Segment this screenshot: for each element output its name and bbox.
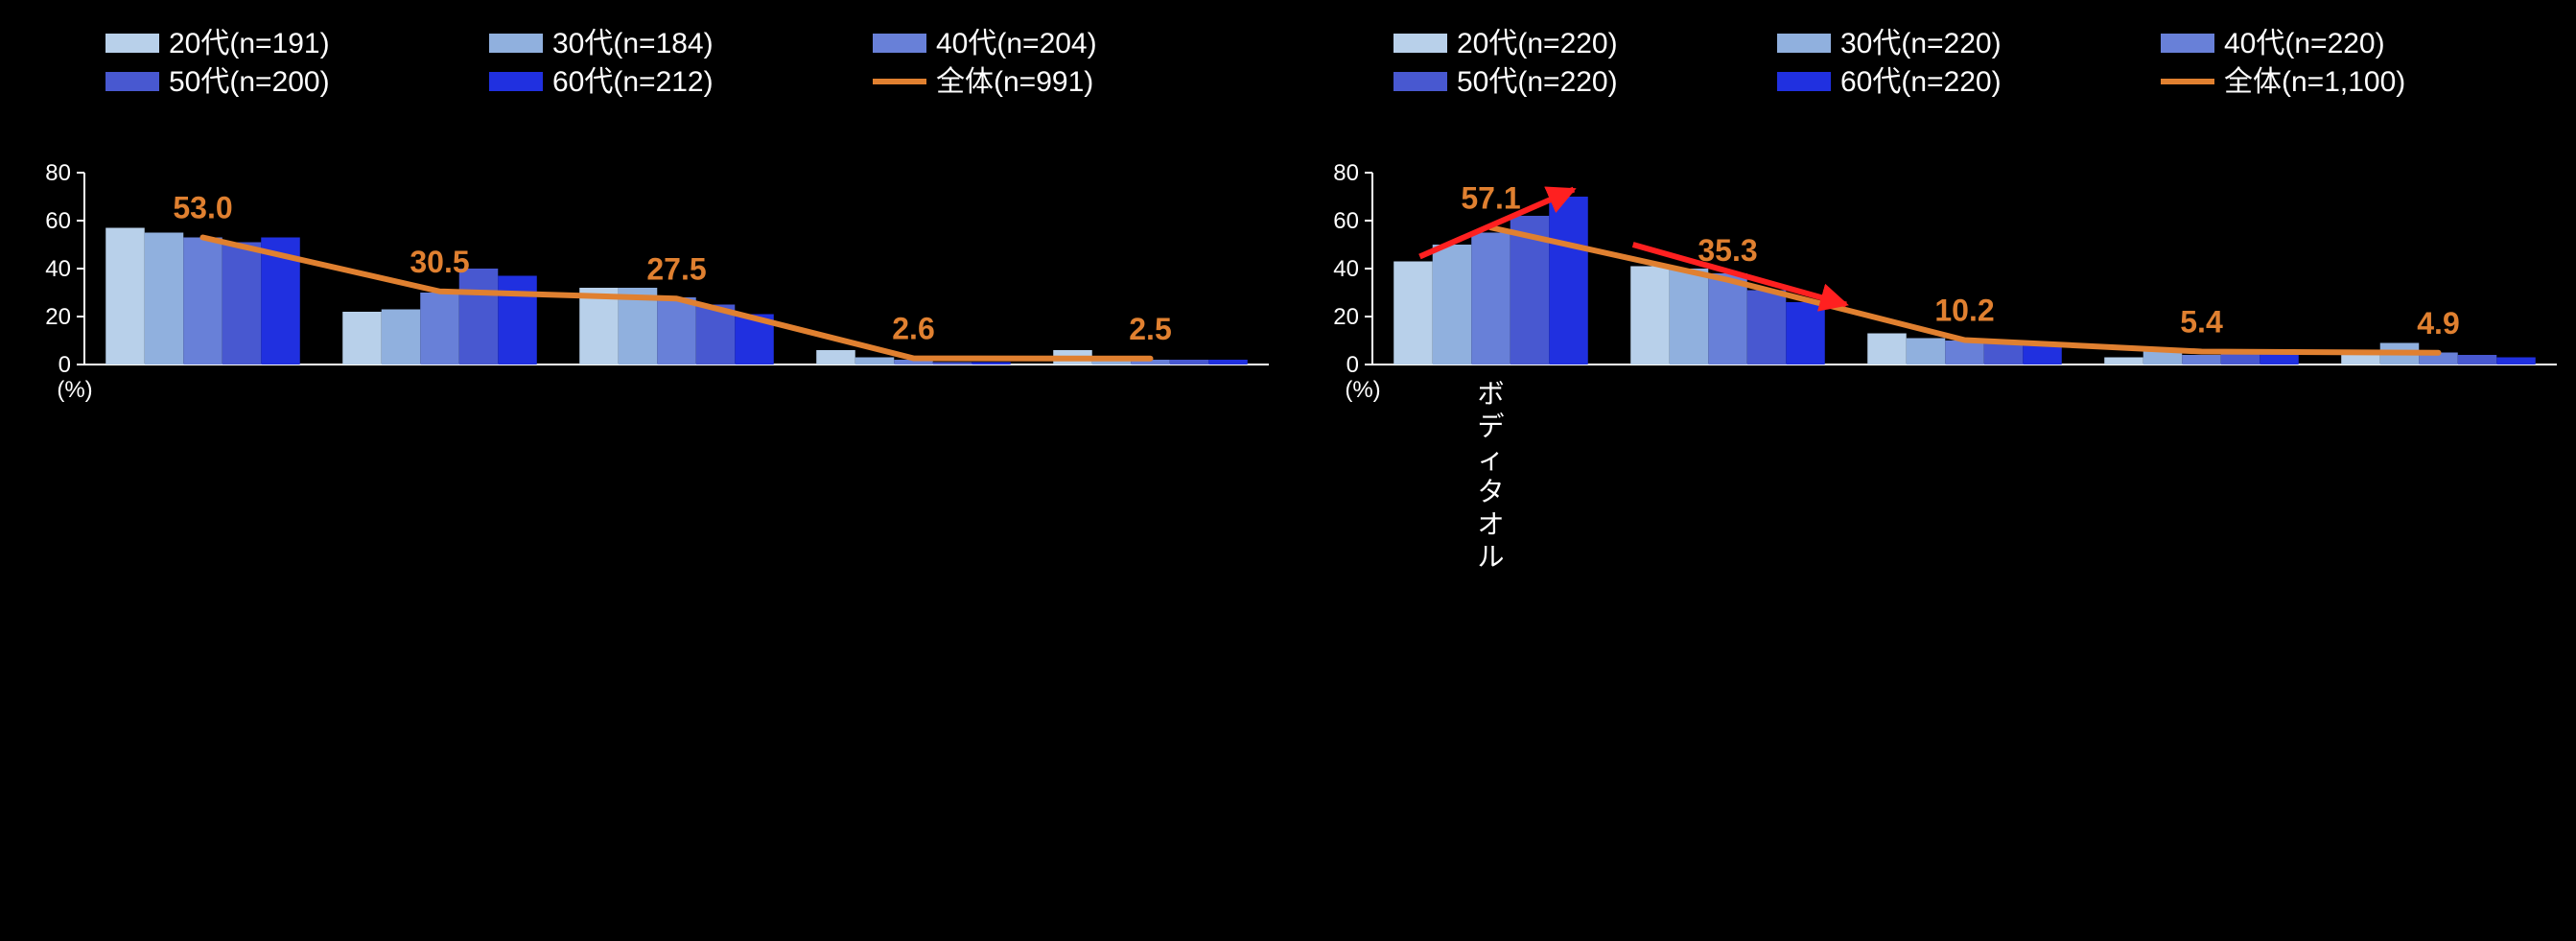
y-tick-label: 0 xyxy=(59,352,71,378)
bar xyxy=(1708,273,1747,365)
bar xyxy=(1630,267,1670,365)
bar xyxy=(1471,233,1510,365)
value-label: 4.9 xyxy=(2417,306,2459,341)
bar xyxy=(2458,355,2497,365)
value-label: 53.0 xyxy=(173,191,232,225)
y-tick-label: 60 xyxy=(1333,208,1359,234)
legend-label: 30代(n=220) xyxy=(1840,28,2002,59)
bar xyxy=(145,233,184,365)
bar xyxy=(1945,341,1984,365)
legend-swatch xyxy=(2161,34,2214,53)
bar xyxy=(1208,360,1248,365)
value-label: 2.5 xyxy=(1129,312,1171,346)
bar xyxy=(1393,262,1433,365)
legend-label: 20代(n=191) xyxy=(169,28,330,59)
bar xyxy=(1170,360,1209,365)
y-tick-label: 40 xyxy=(45,256,71,282)
legend-swatch xyxy=(489,34,543,53)
legend-label: 全体(n=1,100) xyxy=(2224,66,2405,98)
percent-unit-label: (%) xyxy=(1345,377,1380,403)
y-tick-label: 60 xyxy=(45,208,71,234)
legend-swatch xyxy=(1777,34,1831,53)
legend-label: 30代(n=184) xyxy=(552,28,714,59)
bar xyxy=(2104,358,2143,365)
bar xyxy=(342,312,382,365)
bar xyxy=(2023,345,2062,365)
bar xyxy=(657,297,696,365)
x-category-label: ボ xyxy=(1477,379,1504,409)
bar xyxy=(2341,355,2380,365)
legend-label: 60代(n=220) xyxy=(1840,66,2002,98)
x-category-label: タ xyxy=(1477,477,1504,506)
value-label: 30.5 xyxy=(410,245,469,279)
bar xyxy=(1786,302,1825,365)
legend-swatch xyxy=(1393,72,1447,91)
bar xyxy=(1670,269,1709,365)
legend-swatch xyxy=(1393,34,1447,53)
bar xyxy=(816,350,855,365)
x-category-label: オ xyxy=(1477,509,1504,539)
x-category-label: デ xyxy=(1477,412,1504,441)
legend-label: 40代(n=220) xyxy=(2224,28,2385,59)
x-category-label: ィ xyxy=(1477,444,1504,474)
legend-label: 50代(n=220) xyxy=(1457,66,1618,98)
legend-swatch xyxy=(1777,72,1831,91)
bar xyxy=(1867,334,1907,365)
bar xyxy=(1747,291,1787,365)
bar xyxy=(1433,245,1472,365)
legend-label: 全体(n=991) xyxy=(936,66,1093,98)
y-tick-label: 20 xyxy=(1333,304,1359,330)
value-label: 5.4 xyxy=(2180,305,2223,340)
legend-label: 60代(n=212) xyxy=(552,66,714,98)
x-category-label: ル xyxy=(1477,542,1504,572)
bar xyxy=(183,238,222,365)
value-label: 27.5 xyxy=(646,251,706,286)
bar xyxy=(855,358,895,365)
bar xyxy=(933,363,972,365)
legend-label: 50代(n=200) xyxy=(169,66,330,98)
bar xyxy=(498,276,537,365)
bar xyxy=(459,269,499,365)
value-label: 10.2 xyxy=(1934,294,1994,328)
legend-label: 40代(n=204) xyxy=(936,28,1097,59)
y-tick-label: 0 xyxy=(1347,352,1359,378)
bar xyxy=(972,363,1011,365)
bar xyxy=(1907,339,1946,365)
legend-swatch xyxy=(105,72,159,91)
value-label: 2.6 xyxy=(892,312,934,346)
bar xyxy=(382,310,421,365)
legend-swatch xyxy=(105,34,159,53)
bar xyxy=(2496,358,2536,365)
percent-unit-label: (%) xyxy=(57,377,92,403)
bar xyxy=(420,293,459,365)
page-root: 20代(n=191) 30代(n=184) 40代(n=204) 50代(n=200)… xyxy=(0,0,2576,936)
charts-svg: 20代(n=191) 30代(n=184) 40代(n=204) 50代(n=200)… xyxy=(0,0,2576,936)
legend-swatch xyxy=(873,34,926,53)
y-tick-label: 20 xyxy=(45,304,71,330)
y-tick-label: 40 xyxy=(1333,256,1359,282)
value-label: 57.1 xyxy=(1461,180,1520,215)
y-tick-label: 80 xyxy=(1333,160,1359,186)
bar xyxy=(2182,355,2221,365)
legend-swatch xyxy=(489,72,543,91)
bar xyxy=(222,243,262,365)
bar xyxy=(105,228,145,365)
bar xyxy=(1549,197,1588,365)
legend-label: 20代(n=220) xyxy=(1457,28,1618,59)
y-tick-label: 80 xyxy=(45,160,71,186)
value-label: 35.3 xyxy=(1698,233,1757,268)
